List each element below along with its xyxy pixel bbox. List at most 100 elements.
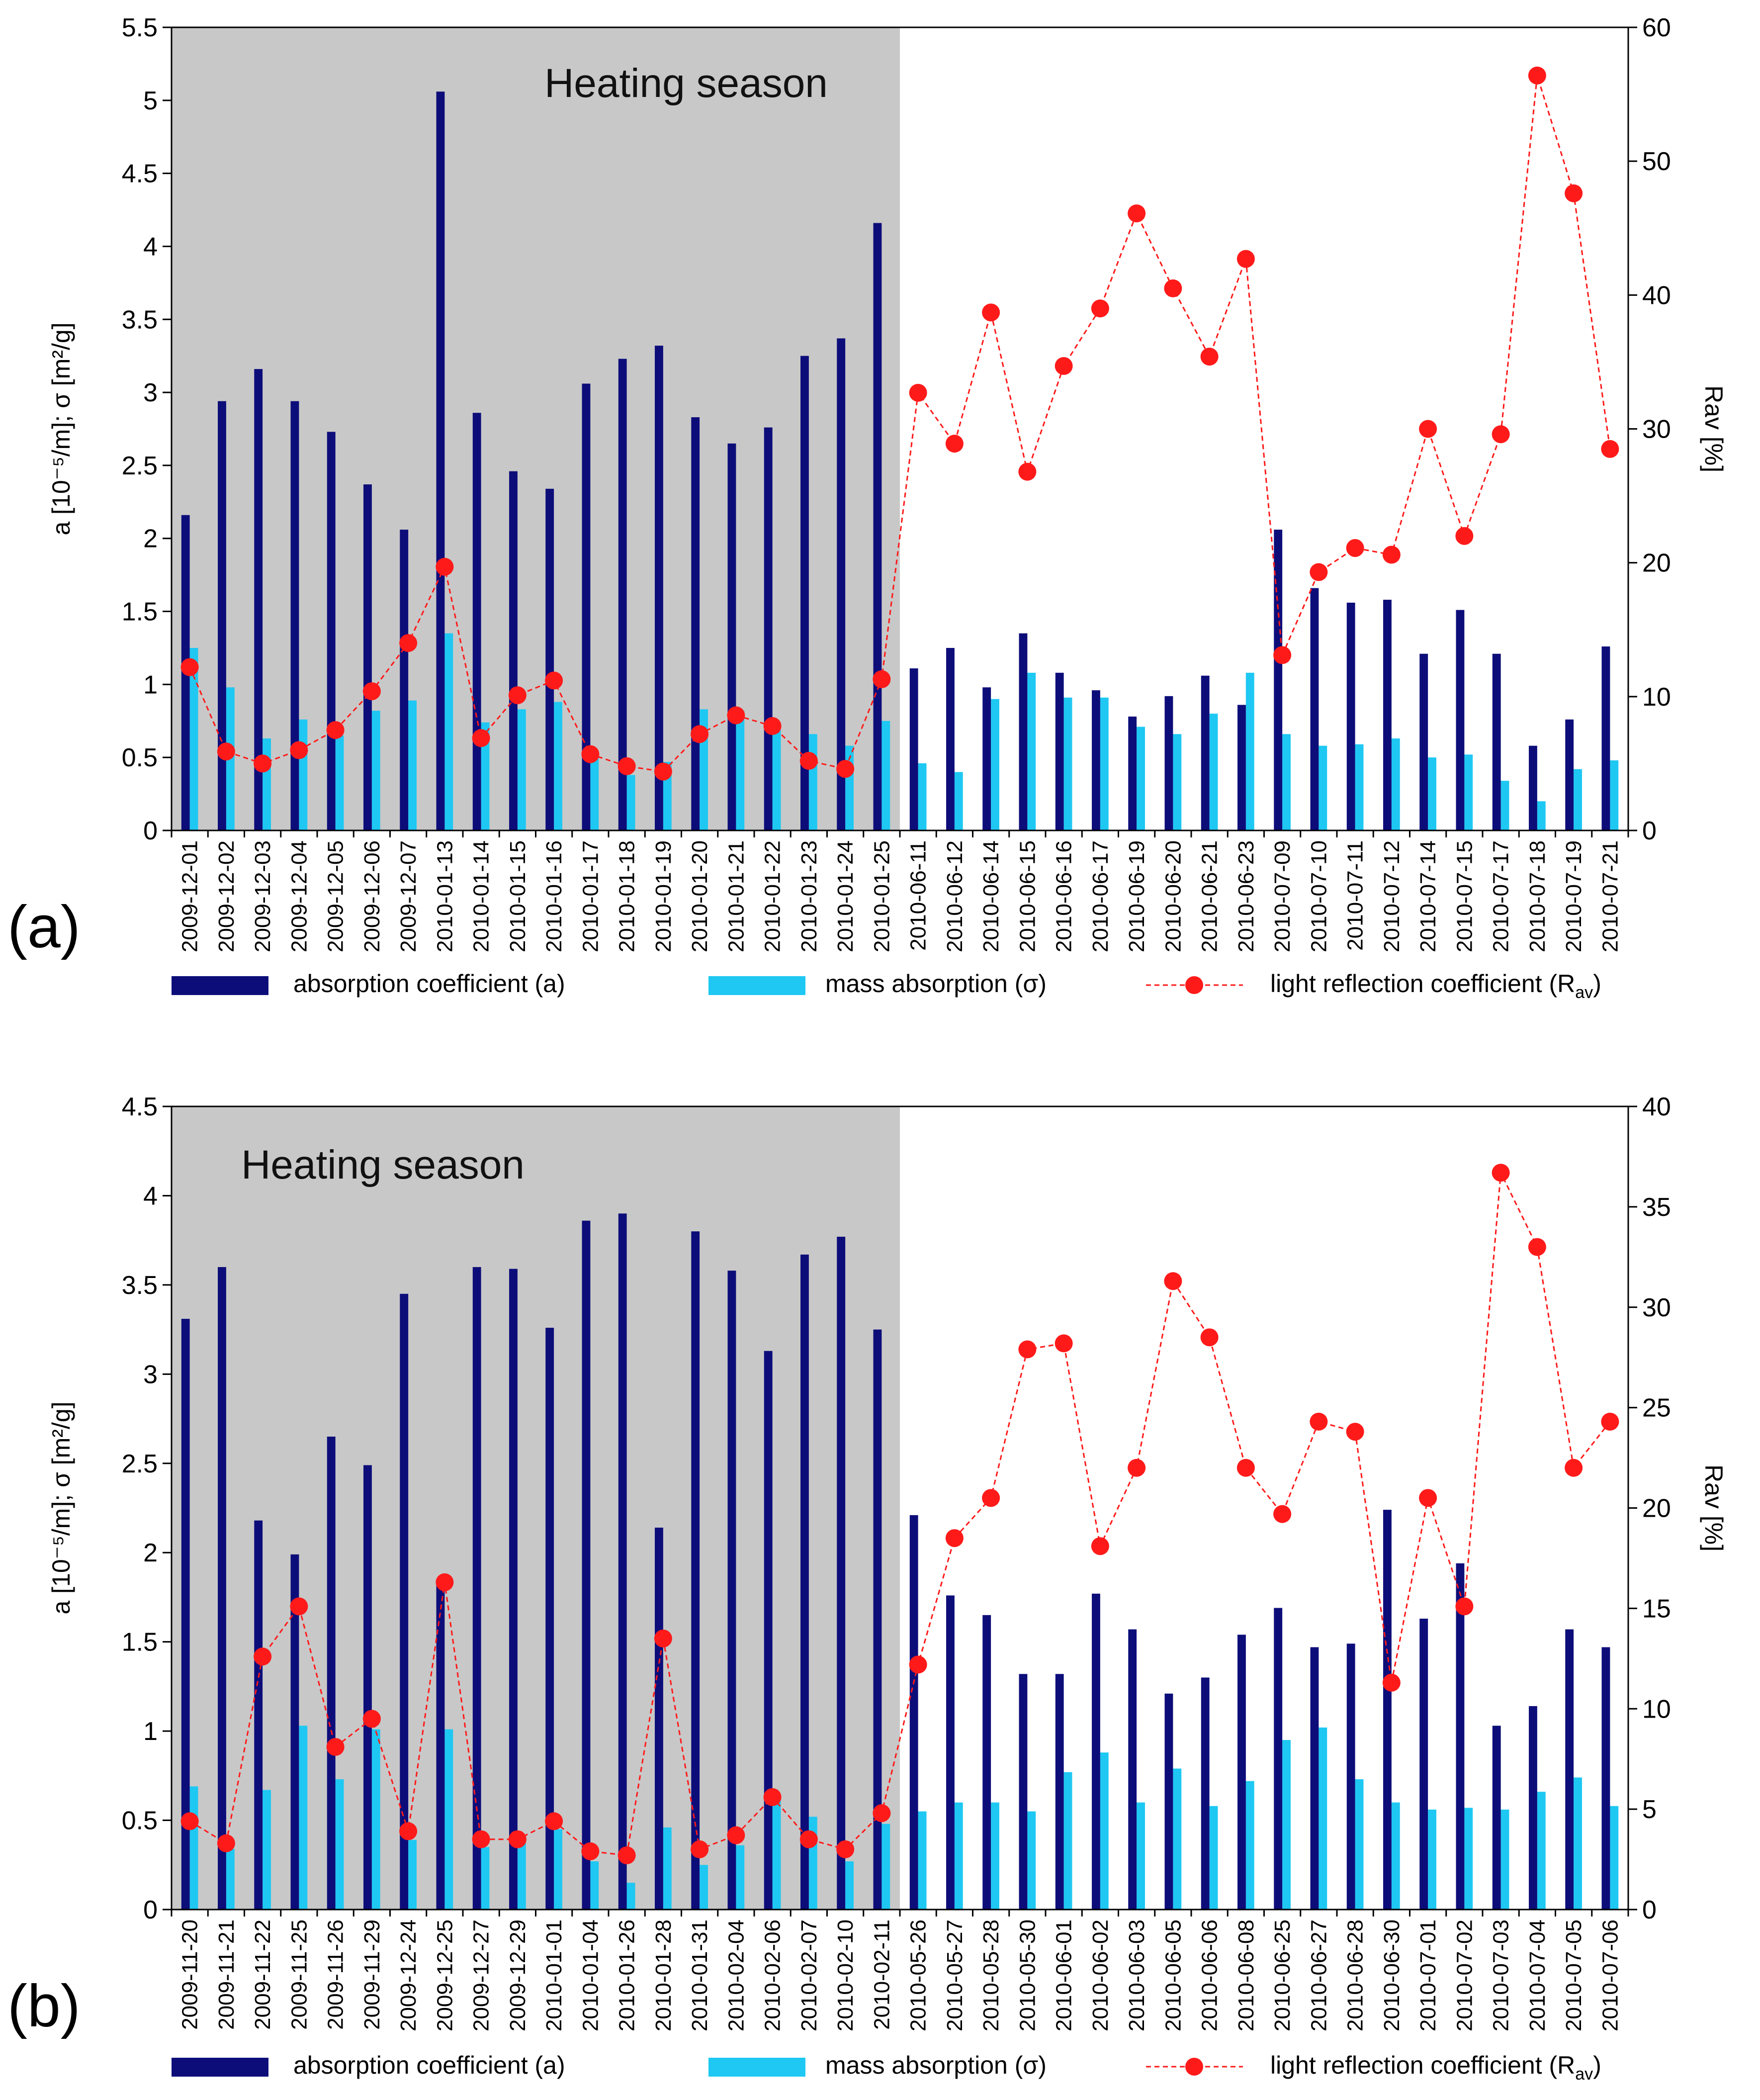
absorption-bar [1419, 653, 1428, 830]
reflection-point [180, 658, 199, 676]
legend-swatch-reflection-marker [1185, 2058, 1203, 2076]
right-tick-label: 15 [1642, 1594, 1671, 1623]
mass-absorption-bar [991, 699, 999, 830]
absorption-bar [1237, 705, 1246, 830]
absorption-bar [727, 1271, 736, 1910]
heating-season-shade [172, 1106, 900, 1910]
x-tick-label: 2010-01-13 [433, 840, 457, 952]
absorption-bar [545, 488, 554, 830]
left-tick-label: 2 [143, 525, 158, 553]
absorption-bar [509, 471, 518, 830]
bars-group [181, 91, 1619, 831]
x-tick-label: 2010-06-27 [1307, 1919, 1331, 2031]
x-tick-label: 2009-11-25 [287, 1919, 311, 2030]
absorption-bar [691, 417, 700, 830]
x-tick-label: 2010-07-01 [1416, 1919, 1440, 2031]
left-tick-label: 1.5 [122, 1628, 158, 1657]
x-tick-label: 2009-11-21 [214, 1919, 239, 2030]
absorption-bar [1237, 1635, 1246, 1910]
mass-absorption-bar [1063, 697, 1072, 830]
mass-absorption-bar [954, 1802, 963, 1910]
absorption-bar [1419, 1619, 1428, 1910]
absorption-bar [837, 1236, 846, 1910]
reflection-point [1601, 440, 1619, 458]
x-tick-label: 2010-02-07 [797, 1919, 821, 2031]
mass-absorption-bar [881, 1824, 890, 1910]
x-tick-label: 2010-07-18 [1525, 840, 1550, 952]
left-tick-label: 1.5 [122, 598, 158, 627]
legend-swatch-mass-absorption [708, 976, 805, 995]
mass-absorption-bar [663, 1827, 672, 1910]
absorption-bar [1092, 690, 1100, 830]
reflection-point [472, 1830, 490, 1848]
absorption-bar [982, 1615, 991, 1910]
x-tick-label: 2010-01-17 [578, 840, 603, 952]
mass-absorption-bar [590, 1861, 599, 1910]
reflection-point [180, 1812, 199, 1830]
x-tick-label: 2010-01-23 [797, 840, 821, 952]
mass-absorption-bar [1355, 744, 1364, 830]
reflection-point [1018, 1340, 1037, 1359]
absorption-bar [909, 1515, 918, 1910]
x-tick-label: 2010-07-02 [1452, 1919, 1477, 2031]
mass-absorption-bar [263, 738, 271, 830]
mass-absorption-bar [335, 1779, 344, 1910]
reflection-point [1128, 204, 1146, 223]
right-tick-label: 50 [1642, 147, 1671, 176]
absorption-bar [1456, 1563, 1465, 1910]
x-tick-label: 2010-01-04 [578, 1919, 603, 2031]
x-tick-label: 2010-05-28 [979, 1919, 1003, 2031]
heating-season-label: Heating season [544, 61, 828, 106]
mass-absorption-bar [1464, 754, 1473, 830]
left-tick-label: 2.5 [122, 1450, 158, 1478]
absorption-bar [1492, 1726, 1501, 1910]
x-tick-label: 2010-06-01 [1052, 1919, 1076, 2031]
reflection-point [290, 1597, 308, 1616]
mass-absorption-bar [1428, 757, 1436, 830]
reflection-point [1236, 250, 1255, 268]
mass-absorption-bar [808, 734, 817, 830]
absorption-bar [1529, 1706, 1537, 1910]
absorption-bar [1383, 1510, 1392, 1910]
mass-absorption-bar [1137, 727, 1145, 830]
mass-absorption-bar [1319, 745, 1327, 830]
x-tick-label: 2010-02-04 [724, 1919, 748, 2031]
mass-absorption-bar [918, 1811, 927, 1910]
mass-absorption-bar [954, 772, 963, 830]
x-tick-label: 2010-02-11 [870, 1919, 894, 2030]
x-tick-label: 2010-07-04 [1525, 1919, 1550, 2031]
x-tick-label: 2010-06-28 [1343, 1919, 1368, 2031]
x-tick-label: 2010-06-19 [1125, 840, 1149, 952]
x-tick-label: 2010-02-06 [761, 1919, 785, 2031]
reflection-point [399, 634, 418, 652]
reflection-point [1565, 1459, 1583, 1477]
mass-absorption-bar [481, 722, 490, 830]
absorption-bar [472, 1267, 481, 1910]
right-tick-label: 20 [1642, 1494, 1671, 1523]
mass-absorption-bar [1027, 672, 1036, 830]
reflection-point [691, 1840, 709, 1858]
right-tick-label: 10 [1642, 1695, 1671, 1724]
x-tick-label: 2010-06-12 [943, 840, 967, 952]
mass-absorption-bar [1100, 697, 1109, 830]
mass-absorption-bar [1282, 734, 1291, 830]
reflection-point [763, 717, 782, 735]
mass-absorption-bar [299, 719, 308, 830]
absorption-bar [1565, 1629, 1574, 1910]
x-tick-label: 2010-01-25 [870, 840, 894, 952]
reflection-point [1310, 1412, 1328, 1431]
x-tick-label: 2010-05-27 [943, 1919, 967, 2031]
absorption-bar [946, 647, 955, 830]
mass-absorption-bar [481, 1847, 490, 1910]
absorption-bar [1456, 610, 1465, 830]
x-tick-label: 2009-12-29 [506, 1919, 530, 2031]
panel-label: (a) [7, 894, 81, 960]
mass-absorption-bar [1428, 1810, 1436, 1910]
reflection-point [1236, 1459, 1255, 1477]
x-tick-label: 2010-01-21 [724, 840, 748, 952]
mass-absorption-bar [626, 1883, 635, 1910]
reflection-point [1528, 1238, 1546, 1256]
mass-absorption-bar [1391, 1802, 1400, 1910]
x-tick-label: 2010-06-03 [1125, 1919, 1149, 2031]
mass-absorption-bar [1137, 1802, 1145, 1910]
